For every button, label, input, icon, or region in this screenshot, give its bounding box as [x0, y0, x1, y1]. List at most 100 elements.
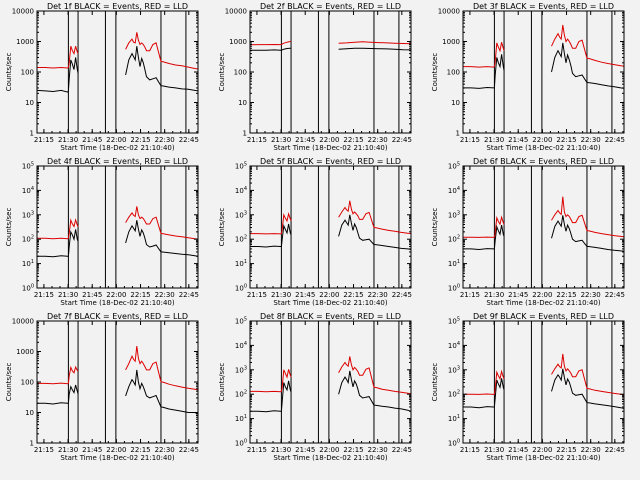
- chart-title: Det 4f BLACK = Events, RED = LLD: [47, 157, 188, 166]
- y-tick-label: 10000: [12, 8, 34, 16]
- x-tick-label: 21:45: [508, 291, 528, 299]
- plot-frame: [462, 165, 625, 289]
- x-tick-label: 22:30: [368, 291, 388, 299]
- series-line-lld: [463, 196, 625, 238]
- series-line-events: [37, 369, 199, 415]
- series-line-events: [37, 220, 199, 258]
- x-tick-label: 21:45: [82, 291, 102, 299]
- series-line-lld: [37, 32, 199, 70]
- y-tick-label: 10: [451, 99, 460, 107]
- series-line-events: [250, 214, 412, 250]
- y-tick-label: 104: [22, 186, 34, 195]
- y-tick-label: 102: [22, 235, 34, 244]
- y-tick-label: 104: [235, 186, 247, 195]
- series-line-lld: [249, 41, 412, 46]
- x-tick-label: 21:30: [484, 291, 504, 299]
- plot-frame: [462, 10, 625, 134]
- series-line-events: [250, 370, 412, 413]
- x-axis-label: Start Time (18-Dec-02 21:10:40): [273, 299, 387, 307]
- x-tick-label: 22:00: [319, 446, 339, 454]
- plot-frame: [36, 165, 199, 289]
- y-tick-label: 1: [30, 440, 34, 448]
- x-tick-label: 22:45: [179, 291, 199, 299]
- x-tick-label: 22:45: [179, 446, 199, 454]
- chart-title: Det 9f BLACK = Events, RED = LLD: [473, 312, 614, 321]
- x-axis-label: Start Time (18-Dec-02 21:10:40): [486, 454, 600, 462]
- plot-frame: [462, 320, 625, 444]
- y-tick-label: 105: [22, 162, 34, 171]
- y-tick-label: 100: [21, 69, 34, 77]
- y-tick-label: 1000: [16, 348, 34, 356]
- y-tick-label: 101: [448, 414, 460, 423]
- x-tick-label: 22:30: [155, 136, 175, 144]
- chart-title: Det 8f BLACK = Events, RED = LLD: [260, 312, 401, 321]
- x-tick-label: 22:30: [155, 446, 175, 454]
- x-tick-label: 22:00: [319, 136, 339, 144]
- x-axis-label: Start Time (18-Dec-02 21:10:40): [486, 144, 600, 152]
- chart-title: Det 6f BLACK = Events, RED = LLD: [473, 157, 614, 166]
- y-tick-label: 1: [456, 130, 460, 138]
- y-axis-label: Counts/sec: [5, 53, 13, 92]
- chart-title: Det 2f BLACK = Events, RED = LLD: [260, 2, 401, 11]
- series-line-lld: [250, 356, 412, 395]
- y-tick-label: 10: [25, 99, 34, 107]
- plot-frame: [36, 10, 199, 134]
- y-tick-label: 1: [30, 130, 34, 138]
- y-tick-label: 100: [448, 439, 460, 448]
- x-tick-label: 21:15: [34, 291, 54, 299]
- y-tick-label: 104: [448, 341, 460, 350]
- x-axis-label: Start Time (18-Dec-02 21:10:40): [60, 144, 174, 152]
- y-tick-label: 104: [235, 341, 247, 350]
- chart-panel-4: Det 4f BLACK = Events, RED = LLD 100 101 10…: [5, 157, 199, 307]
- y-axis-label: Counts/sec: [5, 208, 13, 247]
- y-tick-label: 105: [448, 317, 460, 326]
- x-tick-label: 22:00: [106, 291, 126, 299]
- x-tick-label: 22:30: [581, 136, 601, 144]
- x-tick-label: 22:15: [556, 446, 576, 454]
- x-tick-label: 22:15: [130, 136, 150, 144]
- x-tick-label: 21:15: [247, 136, 267, 144]
- y-tick-label: 101: [235, 259, 247, 268]
- x-axis-label: Start Time (18-Dec-02 21:10:40): [60, 299, 174, 307]
- x-tick-label: 21:30: [271, 136, 291, 144]
- y-axis-label: Counts/sec: [218, 363, 226, 402]
- x-tick-label: 21:30: [58, 136, 78, 144]
- x-tick-label: 21:45: [508, 446, 528, 454]
- y-axis-label: Counts/sec: [218, 53, 226, 92]
- y-tick-label: 105: [235, 317, 247, 326]
- plot-frame: [249, 10, 412, 134]
- y-tick-label: 103: [448, 210, 460, 219]
- x-tick-label: 22:30: [368, 136, 388, 144]
- y-tick-label: 1: [243, 130, 247, 138]
- x-tick-label: 22:45: [392, 291, 412, 299]
- chart-panel-8: Det 8f BLACK = Events, RED = LLD 100 101 10…: [218, 312, 412, 462]
- series-line-lld: [250, 200, 412, 235]
- x-tick-label: 22:45: [392, 446, 412, 454]
- y-tick-label: 103: [235, 365, 247, 374]
- x-tick-label: 22:45: [605, 446, 625, 454]
- chart-panel-7: Det 7f BLACK = Events, RED = LLD 1 10 100 10…: [5, 312, 199, 462]
- x-tick-label: 22:45: [179, 136, 199, 144]
- x-tick-label: 21:15: [460, 446, 480, 454]
- x-tick-label: 22:00: [106, 446, 126, 454]
- x-tick-label: 22:15: [130, 446, 150, 454]
- y-tick-label: 101: [448, 259, 460, 268]
- y-axis-label: Counts/sec: [431, 53, 439, 92]
- x-tick-label: 21:30: [271, 291, 291, 299]
- y-tick-label: 100: [22, 284, 34, 293]
- x-tick-label: 21:15: [247, 291, 267, 299]
- x-tick-label: 22:15: [343, 446, 363, 454]
- chart-panel-5: Det 5f BLACK = Events, RED = LLD 100 101 10…: [218, 157, 412, 307]
- y-tick-label: 105: [235, 162, 247, 171]
- x-tick-label: 22:15: [130, 291, 150, 299]
- y-tick-label: 103: [22, 210, 34, 219]
- y-tick-label: 101: [22, 259, 34, 268]
- x-tick-label: 22:30: [581, 446, 601, 454]
- x-tick-label: 22:30: [155, 291, 175, 299]
- chart-title: Det 7f BLACK = Events, RED = LLD: [47, 312, 188, 321]
- x-tick-label: 21:45: [295, 291, 315, 299]
- y-tick-label: 10: [25, 409, 34, 417]
- x-tick-label: 22:15: [556, 136, 576, 144]
- x-tick-label: 22:30: [581, 291, 601, 299]
